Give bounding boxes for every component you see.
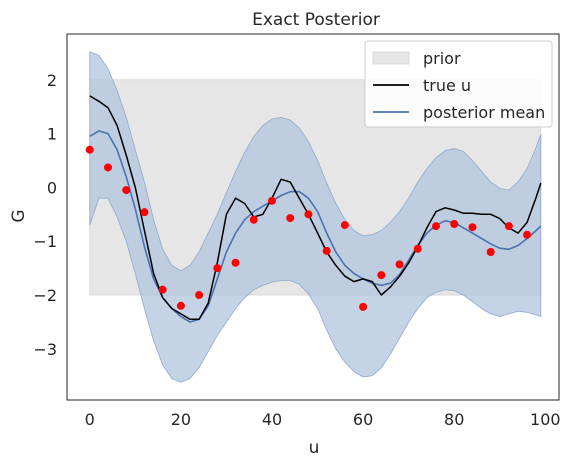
observation-point bbox=[231, 258, 240, 267]
observation-point bbox=[322, 246, 331, 255]
observation-point bbox=[213, 264, 222, 273]
x-axis-label: u bbox=[309, 438, 320, 458]
y-axis-label: G bbox=[9, 209, 29, 222]
x-axis-ticks: 0 20 40 60 80 100 bbox=[85, 410, 561, 429]
legend-label: prior bbox=[423, 49, 461, 68]
observation-point bbox=[304, 210, 313, 219]
y-tick-label: −1 bbox=[33, 232, 57, 251]
observation-point bbox=[486, 247, 495, 256]
plot-frame bbox=[66, 33, 560, 401]
observation-point bbox=[286, 214, 295, 223]
observation-point bbox=[104, 163, 112, 172]
observation-point bbox=[122, 186, 131, 195]
observation-point bbox=[468, 223, 477, 232]
observation-point bbox=[158, 285, 167, 294]
x-tick-label: 100 bbox=[530, 410, 561, 429]
x-tick-label: 20 bbox=[171, 410, 191, 429]
x-tick-label: 0 bbox=[85, 410, 95, 429]
x-tick-label: 80 bbox=[444, 410, 464, 429]
x-tick-label: 40 bbox=[262, 410, 282, 429]
observation-point bbox=[140, 208, 149, 217]
x-tick-label: 60 bbox=[353, 410, 373, 429]
y-tick-label: 1 bbox=[47, 125, 57, 144]
legend-box bbox=[364, 40, 553, 128]
chart-title: Exact Posterior bbox=[252, 10, 380, 30]
observation-point bbox=[432, 222, 440, 231]
posterior-band bbox=[89, 51, 542, 383]
observation-point bbox=[377, 271, 386, 280]
observation-point bbox=[195, 291, 204, 300]
legend-swatch-prior bbox=[372, 51, 410, 65]
observation-point bbox=[340, 221, 349, 230]
observation-point bbox=[268, 196, 276, 205]
y-axis-ticks: −3 −2 −1 0 1 2 bbox=[33, 71, 57, 359]
observation-point bbox=[249, 215, 258, 224]
legend-label: true u bbox=[423, 76, 471, 95]
true-u-line bbox=[89, 95, 542, 321]
observation-point bbox=[450, 219, 459, 228]
y-tick-label: −2 bbox=[33, 286, 57, 305]
y-tick-label: 0 bbox=[47, 178, 57, 197]
legend: prior true u posterior mean bbox=[364, 40, 553, 128]
observation-point bbox=[395, 260, 404, 269]
observation-point bbox=[523, 230, 532, 239]
observation-point bbox=[176, 301, 185, 310]
observation-point bbox=[504, 222, 513, 231]
y-tick-label: −3 bbox=[33, 340, 57, 359]
observation-point bbox=[359, 302, 368, 311]
observation-point bbox=[413, 244, 422, 253]
observation-point bbox=[85, 145, 94, 154]
y-tick-label: 2 bbox=[47, 71, 57, 90]
legend-label: posterior mean bbox=[423, 103, 545, 122]
